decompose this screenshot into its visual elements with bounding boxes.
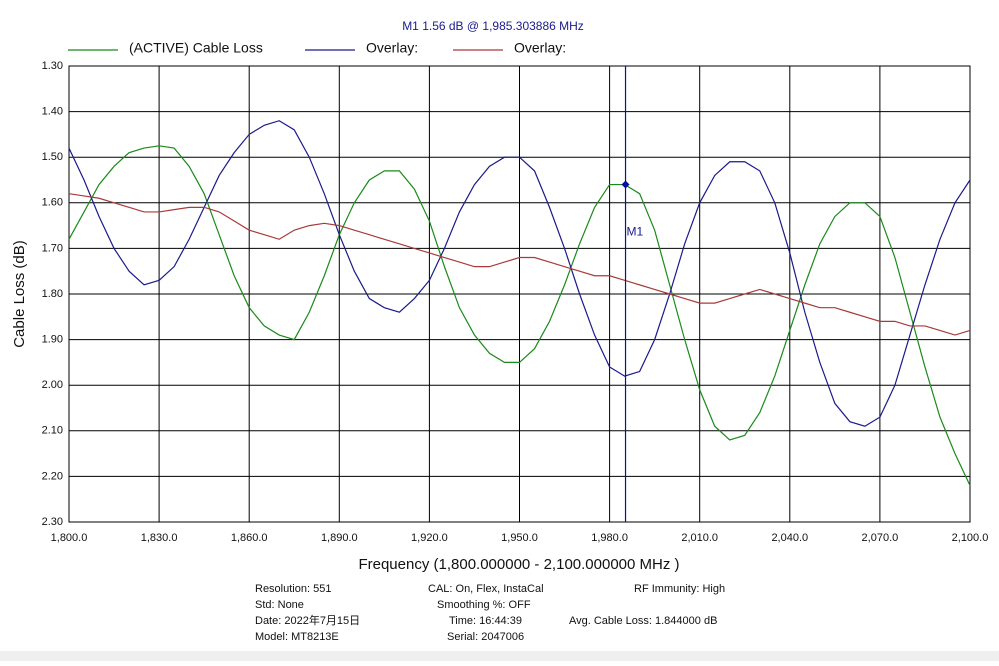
x-tick-label: 1,920.0 bbox=[411, 532, 448, 544]
footer-info: Resolution: 551 bbox=[255, 583, 331, 595]
x-tick-label: 1,860.0 bbox=[231, 532, 268, 544]
x-tick-label: 2,100.0 bbox=[952, 532, 989, 544]
x-tick-label: 2,070.0 bbox=[862, 532, 899, 544]
footer-info: Time: 16:44:39 bbox=[449, 615, 522, 627]
footer-info: Std: None bbox=[255, 599, 304, 611]
y-tick-label: 1.90 bbox=[42, 334, 63, 346]
marker-readout: M1 1.56 dB @ 1,985.303886 MHz bbox=[402, 19, 584, 33]
series-line bbox=[68, 120, 971, 427]
footer-info: CAL: On, Flex, InstaCal bbox=[428, 583, 544, 595]
y-tick-label: 1.80 bbox=[42, 288, 63, 300]
y-axis-label: Cable Loss (dB) bbox=[11, 240, 28, 348]
x-tick-label: 1,890.0 bbox=[321, 532, 358, 544]
bottom-strip bbox=[0, 651, 999, 661]
y-tick-label: 2.30 bbox=[42, 516, 63, 528]
y-tick-label: 2.00 bbox=[42, 379, 63, 391]
marker-label: M1 bbox=[627, 225, 644, 239]
legend-label: (ACTIVE) Cable Loss bbox=[129, 40, 263, 56]
footer-info: Smoothing %: OFF bbox=[437, 599, 531, 611]
footer-info: Model: MT8213E bbox=[255, 631, 339, 643]
footer-info: Avg. Cable Loss: 1.844000 dB bbox=[569, 615, 717, 627]
x-tick-label: 2,010.0 bbox=[681, 532, 718, 544]
y-tick-label: 2.10 bbox=[42, 425, 63, 437]
y-tick-label: 2.20 bbox=[42, 470, 63, 482]
x-tick-label: 1,800.0 bbox=[51, 532, 88, 544]
series-line bbox=[68, 193, 971, 336]
legend-label: Overlay: bbox=[514, 40, 566, 56]
y-tick-label: 1.60 bbox=[42, 197, 63, 209]
x-axis-label: Frequency (1,800.000000 - 2,100.000000 M… bbox=[358, 556, 679, 573]
y-tick-label: 1.70 bbox=[42, 242, 63, 254]
footer-info: Date: 2022年7月15日 bbox=[255, 613, 360, 627]
y-tick-label: 1.50 bbox=[42, 151, 63, 163]
marker-point bbox=[621, 180, 630, 189]
x-tick-label: 1,980.0 bbox=[591, 532, 628, 544]
y-tick-label: 1.40 bbox=[42, 106, 63, 118]
series-line bbox=[68, 145, 971, 486]
footer-info: Serial: 2047006 bbox=[447, 631, 524, 643]
x-tick-label: 1,950.0 bbox=[501, 532, 538, 544]
x-tick-label: 2,040.0 bbox=[771, 532, 808, 544]
x-tick-label: 1,830.0 bbox=[141, 532, 178, 544]
footer-info: RF Immunity: High bbox=[634, 583, 725, 595]
y-tick-label: 1.30 bbox=[42, 60, 63, 72]
legend-label: Overlay: bbox=[366, 40, 418, 56]
